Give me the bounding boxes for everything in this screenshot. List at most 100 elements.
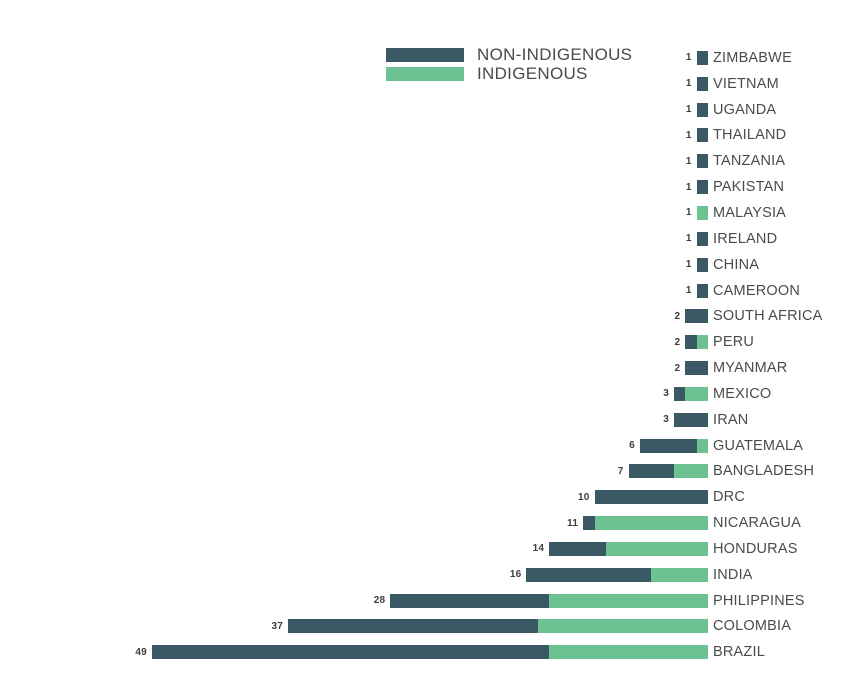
bar-row: 1 THAILAND: [0, 123, 854, 149]
stacked-bar: [639, 438, 708, 453]
non-indigenous-segment: [696, 180, 708, 195]
indigenous-segment: [673, 464, 708, 479]
non-indigenous-swatch: [386, 47, 464, 62]
bar-row: 1 VIETNAM: [0, 71, 854, 97]
bar-value-label: 2: [674, 310, 681, 322]
bar-value-label: 3: [663, 388, 669, 400]
stacked-bar: [696, 180, 708, 195]
non-indigenous-segment: [696, 102, 708, 117]
stacked-bar: [685, 335, 708, 350]
bar-area: 7: [0, 464, 708, 479]
bar-value-label: 11: [567, 517, 579, 529]
country-label: GUATEMALA: [713, 437, 804, 454]
stacked-bar: [696, 283, 708, 298]
stacked-bar: [288, 619, 708, 634]
bar-area: 37: [0, 619, 708, 634]
country-label: CAMEROON: [713, 282, 800, 299]
non-indigenous-segment: [526, 567, 652, 582]
non-indigenous-segment: [288, 619, 538, 634]
country-label: ZIMBABWE: [713, 49, 792, 66]
bar-value-label: 6: [629, 440, 635, 452]
bar-value-label: 1: [685, 285, 692, 297]
stacked-bar: [696, 231, 708, 246]
bar-row: 1 TANZANIA: [0, 148, 854, 174]
bar-row: 3 MEXICO: [0, 381, 854, 407]
bar-value-label: 1: [685, 181, 692, 193]
stacked-bar: [549, 541, 708, 556]
bar-row: 37 COLOMBIA: [0, 614, 854, 640]
bar-row: 2 SOUTH AFRICA: [0, 303, 854, 329]
country-label: MYANMAR: [713, 360, 788, 377]
bar-value-label: 49: [135, 646, 147, 658]
country-label: BRAZIL: [713, 644, 765, 661]
country-label: HONDURAS: [713, 540, 798, 557]
bar-area: 1: [0, 180, 708, 195]
bar-value-label: 1: [685, 233, 692, 245]
legend-label-indigenous: INDIGENOUS: [477, 63, 588, 83]
bar-value-label: 2: [674, 362, 681, 374]
bar-area: 1: [0, 205, 708, 220]
bar-row: 1 IRELAND: [0, 226, 854, 252]
non-indigenous-segment: [685, 335, 697, 350]
non-indigenous-segment: [673, 386, 686, 401]
bar-value-label: 1: [685, 155, 692, 167]
bar-value-label: 1: [685, 207, 692, 219]
country-label: IRAN: [713, 411, 749, 428]
bar-row: 2 MYANMAR: [0, 355, 854, 381]
indigenous-segment: [685, 386, 708, 401]
bar-value-label: 7: [617, 465, 624, 477]
bar-area: 10: [0, 490, 708, 505]
non-indigenous-segment: [696, 50, 708, 65]
bar-value-label: 2: [674, 336, 681, 348]
bar-value-label: 16: [509, 569, 522, 581]
bar-value-label: 28: [373, 595, 386, 607]
bar-value-label: 1: [685, 104, 692, 116]
legend-item-non-indigenous: NON-INDIGENOUS: [386, 45, 632, 64]
bar-area: 28: [0, 593, 708, 608]
stacked-bar: [583, 516, 708, 531]
bar-row: 6 GUATEMALA: [0, 433, 854, 459]
bar-area: 1: [0, 102, 708, 117]
country-label: TANZANIA: [713, 153, 786, 170]
bar-area: 3: [0, 386, 708, 401]
country-label: INDIA: [713, 566, 753, 583]
bar-row: 1 CAMEROON: [0, 278, 854, 304]
country-label: MALAYSIA: [713, 204, 787, 221]
non-indigenous-segment: [696, 283, 708, 298]
bar-area: 1: [0, 231, 708, 246]
legend: NON-INDIGENOUS INDIGENOUS: [386, 45, 632, 85]
non-indigenous-segment: [696, 154, 708, 169]
bar-area: 14: [0, 541, 708, 556]
bar-row: 1 MALAYSIA: [0, 200, 854, 226]
bar-value-label: 37: [271, 620, 284, 632]
stacked-bar: [673, 412, 708, 427]
country-label: DRC: [713, 489, 746, 506]
country-label: NICARAGUA: [713, 515, 802, 532]
stacked-bar: [696, 102, 708, 117]
indigenous-segment: [696, 438, 708, 453]
bar-value-label: 14: [532, 543, 545, 555]
stacked-bar: [390, 593, 708, 608]
bar-area: 11: [0, 516, 708, 531]
bar-value-label: 1: [685, 52, 692, 64]
bar-area: 1: [0, 50, 708, 65]
non-indigenous-segment: [696, 76, 708, 91]
bar-value-label: 10: [577, 491, 590, 503]
stacked-bar: [696, 257, 708, 272]
indigenous-segment: [605, 541, 708, 556]
country-label: UGANDA: [713, 101, 777, 118]
stacked-bar: [594, 490, 708, 505]
bar-rows: 1 ZIMBABWE 1 VIETNAM 1 UGANDA 1 THAILAND 1 TANZAN…: [0, 45, 854, 665]
bar-row: 11 NICARAGUA: [0, 510, 854, 536]
bar-row: 7 BANGLADESH: [0, 459, 854, 485]
bar-area: 6: [0, 438, 708, 453]
stacked-bar: [628, 464, 708, 479]
country-label: CHINA: [713, 256, 760, 273]
non-indigenous-segment: [594, 490, 708, 505]
stacked-bar: [696, 50, 708, 65]
bar-value-label: 3: [663, 414, 669, 426]
bar-row: 10 DRC: [0, 484, 854, 510]
bar-value-label: 1: [685, 129, 692, 141]
indigenous-segment: [549, 645, 708, 660]
bar-area: 1: [0, 128, 708, 143]
